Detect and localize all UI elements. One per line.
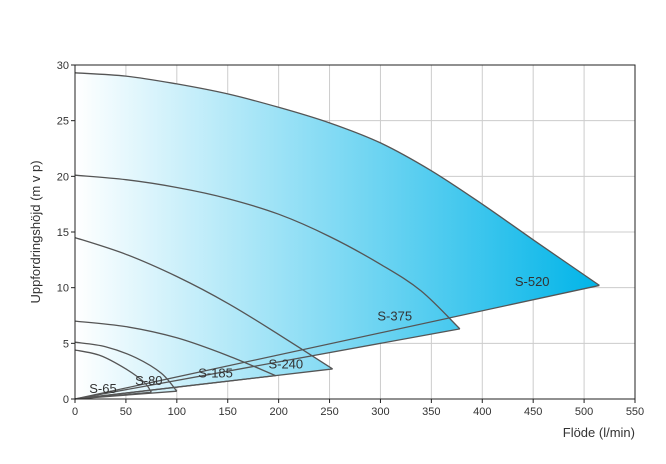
curve-layer bbox=[74, 72, 600, 400]
x-tick-label: 250 bbox=[320, 406, 338, 418]
label-s-240: S-240 bbox=[268, 356, 303, 371]
x-tick-label: 350 bbox=[422, 406, 440, 418]
y-tick-label: 0 bbox=[63, 394, 69, 406]
curve-s-185 bbox=[74, 320, 276, 377]
x-tick-label: 500 bbox=[575, 406, 593, 418]
curve-s-520 bbox=[74, 72, 600, 286]
label-s-65: S-65 bbox=[89, 381, 116, 396]
x-tick-label: 450 bbox=[524, 406, 542, 418]
curve-s-375 bbox=[74, 174, 461, 330]
y-tick-label: 10 bbox=[57, 283, 69, 295]
x-tick-label: 100 bbox=[168, 406, 186, 418]
label-layer: S-520 S-375 S-240 S-185 S-80 S-65 bbox=[89, 274, 549, 396]
label-s-185: S-185 bbox=[198, 365, 233, 380]
curve-s-65 bbox=[74, 349, 152, 393]
y-tick-label: 25 bbox=[57, 116, 69, 128]
tick-layer: 0 50 100 150 200 250 300 350 400 450 500 550 0 5 10 15 2… bbox=[57, 60, 644, 418]
system-line-s-375 bbox=[74, 328, 460, 400]
x-tick-label: 50 bbox=[120, 406, 132, 418]
y-tick-label: 5 bbox=[63, 338, 69, 350]
y-axis-label: Uppfordringshöjd (m v p) bbox=[28, 160, 43, 303]
x-tick-label: 300 bbox=[371, 406, 389, 418]
curve-s-240 bbox=[74, 236, 333, 370]
system-line-s-185 bbox=[74, 374, 276, 400]
x-tick-label: 200 bbox=[269, 406, 287, 418]
x-tick-label: 0 bbox=[72, 406, 78, 418]
system-line-s-65 bbox=[74, 391, 152, 400]
label-s-520: S-520 bbox=[515, 274, 550, 289]
x-tick-label: 550 bbox=[626, 406, 644, 418]
x-tick-label: 400 bbox=[473, 406, 491, 418]
x-axis-label: Flöde (l/min) bbox=[563, 425, 635, 440]
area-layer bbox=[75, 72, 600, 400]
label-s-375: S-375 bbox=[377, 309, 412, 324]
y-tick-label: 30 bbox=[57, 60, 69, 72]
label-s-80: S-80 bbox=[135, 373, 162, 388]
system-line-s-520 bbox=[74, 284, 600, 400]
y-tick-label: 20 bbox=[57, 171, 69, 183]
x-tick-label: 150 bbox=[219, 406, 237, 418]
y-tick-label: 15 bbox=[57, 227, 69, 239]
curve-s-80 bbox=[74, 341, 178, 392]
